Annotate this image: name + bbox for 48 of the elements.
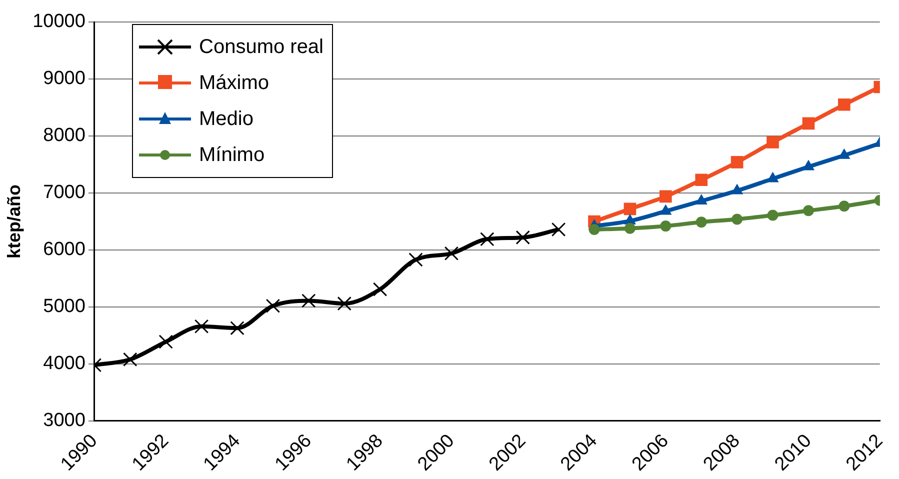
point <box>337 296 352 311</box>
legend-label: Máximo <box>199 72 270 94</box>
point <box>732 214 743 225</box>
y-axis-title: ktep/año <box>4 184 24 259</box>
point <box>158 334 173 349</box>
y-tick-label: 9000 <box>43 68 86 90</box>
point <box>838 200 850 212</box>
point <box>802 160 814 170</box>
point <box>802 205 814 216</box>
point <box>766 136 779 148</box>
point <box>838 148 850 159</box>
point <box>480 232 494 246</box>
point <box>266 298 280 313</box>
point <box>767 172 778 182</box>
point <box>660 220 672 232</box>
point <box>372 282 388 296</box>
point <box>194 319 209 334</box>
point <box>730 156 744 168</box>
y-tick-label: 3000 <box>43 410 86 432</box>
point <box>588 224 600 235</box>
y-tick-label: 8000 <box>43 125 86 146</box>
point <box>624 214 636 224</box>
point <box>660 204 672 215</box>
y-tick-label: 7000 <box>43 182 86 204</box>
point <box>444 246 459 261</box>
point <box>516 230 530 245</box>
point <box>838 98 850 111</box>
legend-label: Consumo real <box>199 36 324 58</box>
y-tick-label: 5000 <box>43 296 86 318</box>
legend-label: Medio <box>199 108 254 130</box>
point <box>695 174 708 186</box>
point <box>408 252 423 267</box>
point <box>696 194 708 204</box>
y-tick-label: 4000 <box>43 353 86 374</box>
y-tick-label: 10000 <box>32 11 86 32</box>
legend-label: Mínimo <box>199 144 265 166</box>
point <box>802 117 815 130</box>
point <box>624 202 636 216</box>
point <box>660 190 672 203</box>
point <box>123 352 138 367</box>
point <box>767 210 778 221</box>
y-tick-label: 6000 <box>43 239 86 260</box>
point <box>302 294 316 308</box>
point <box>551 222 566 237</box>
point <box>696 216 707 228</box>
point <box>731 184 743 194</box>
point <box>624 222 636 234</box>
point <box>230 320 244 336</box>
